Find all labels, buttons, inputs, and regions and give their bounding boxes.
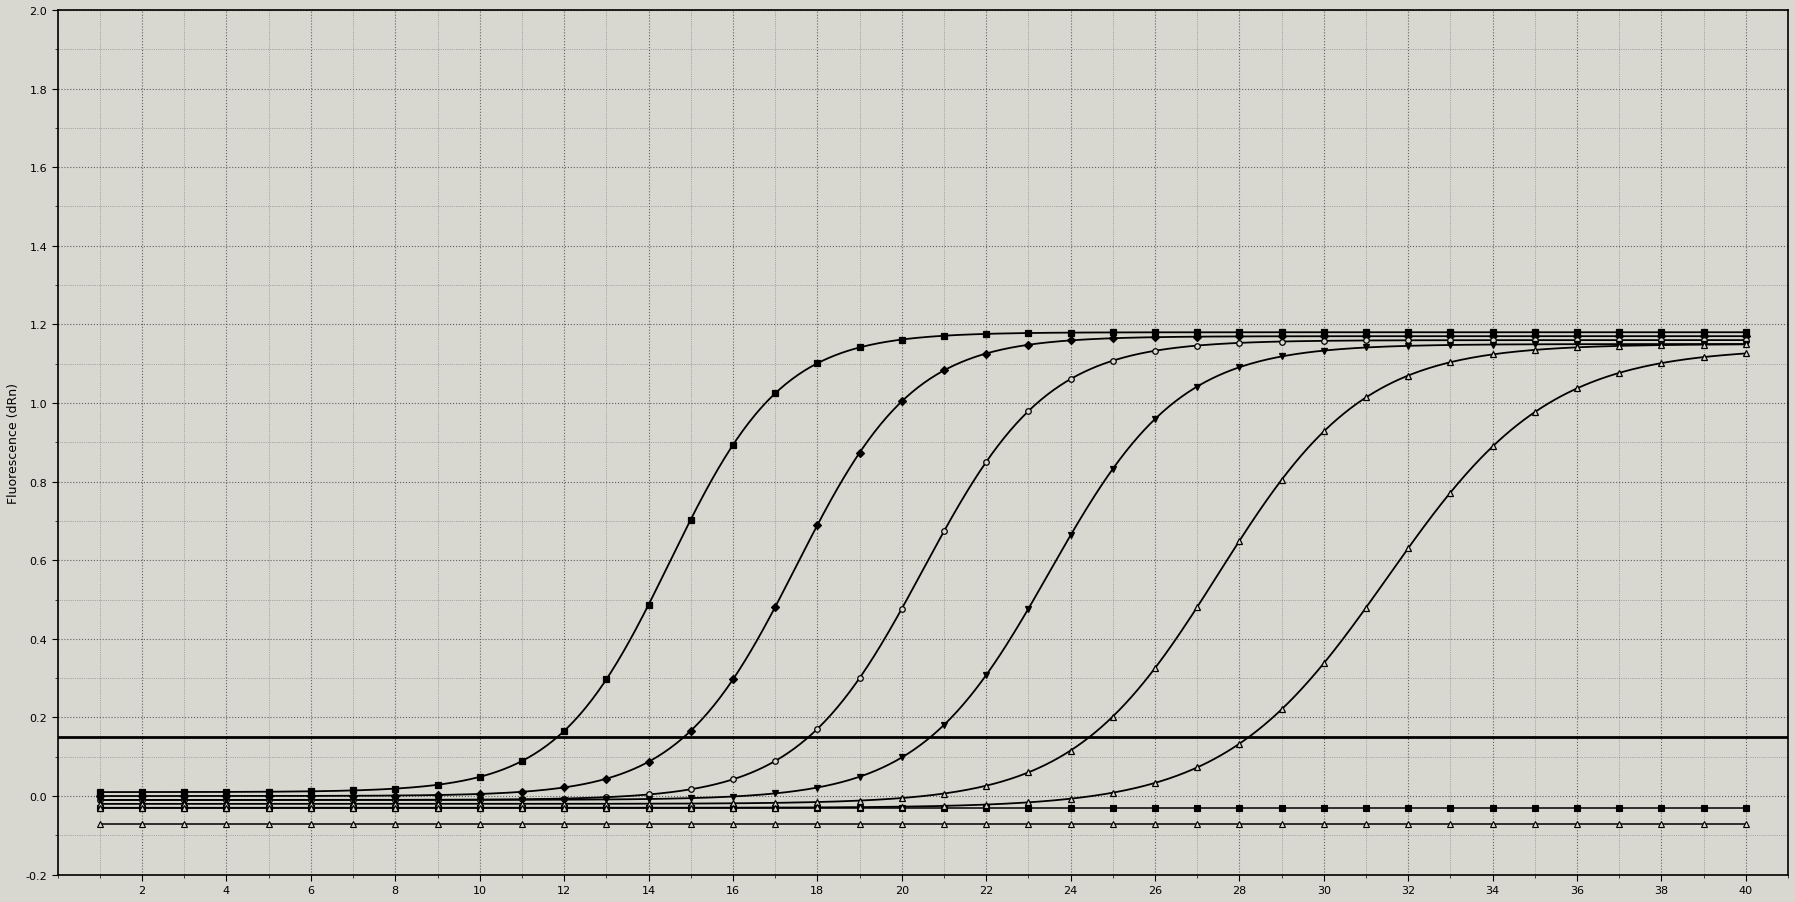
Y-axis label: Fluorescence (dRn): Fluorescence (dRn) xyxy=(7,382,20,503)
